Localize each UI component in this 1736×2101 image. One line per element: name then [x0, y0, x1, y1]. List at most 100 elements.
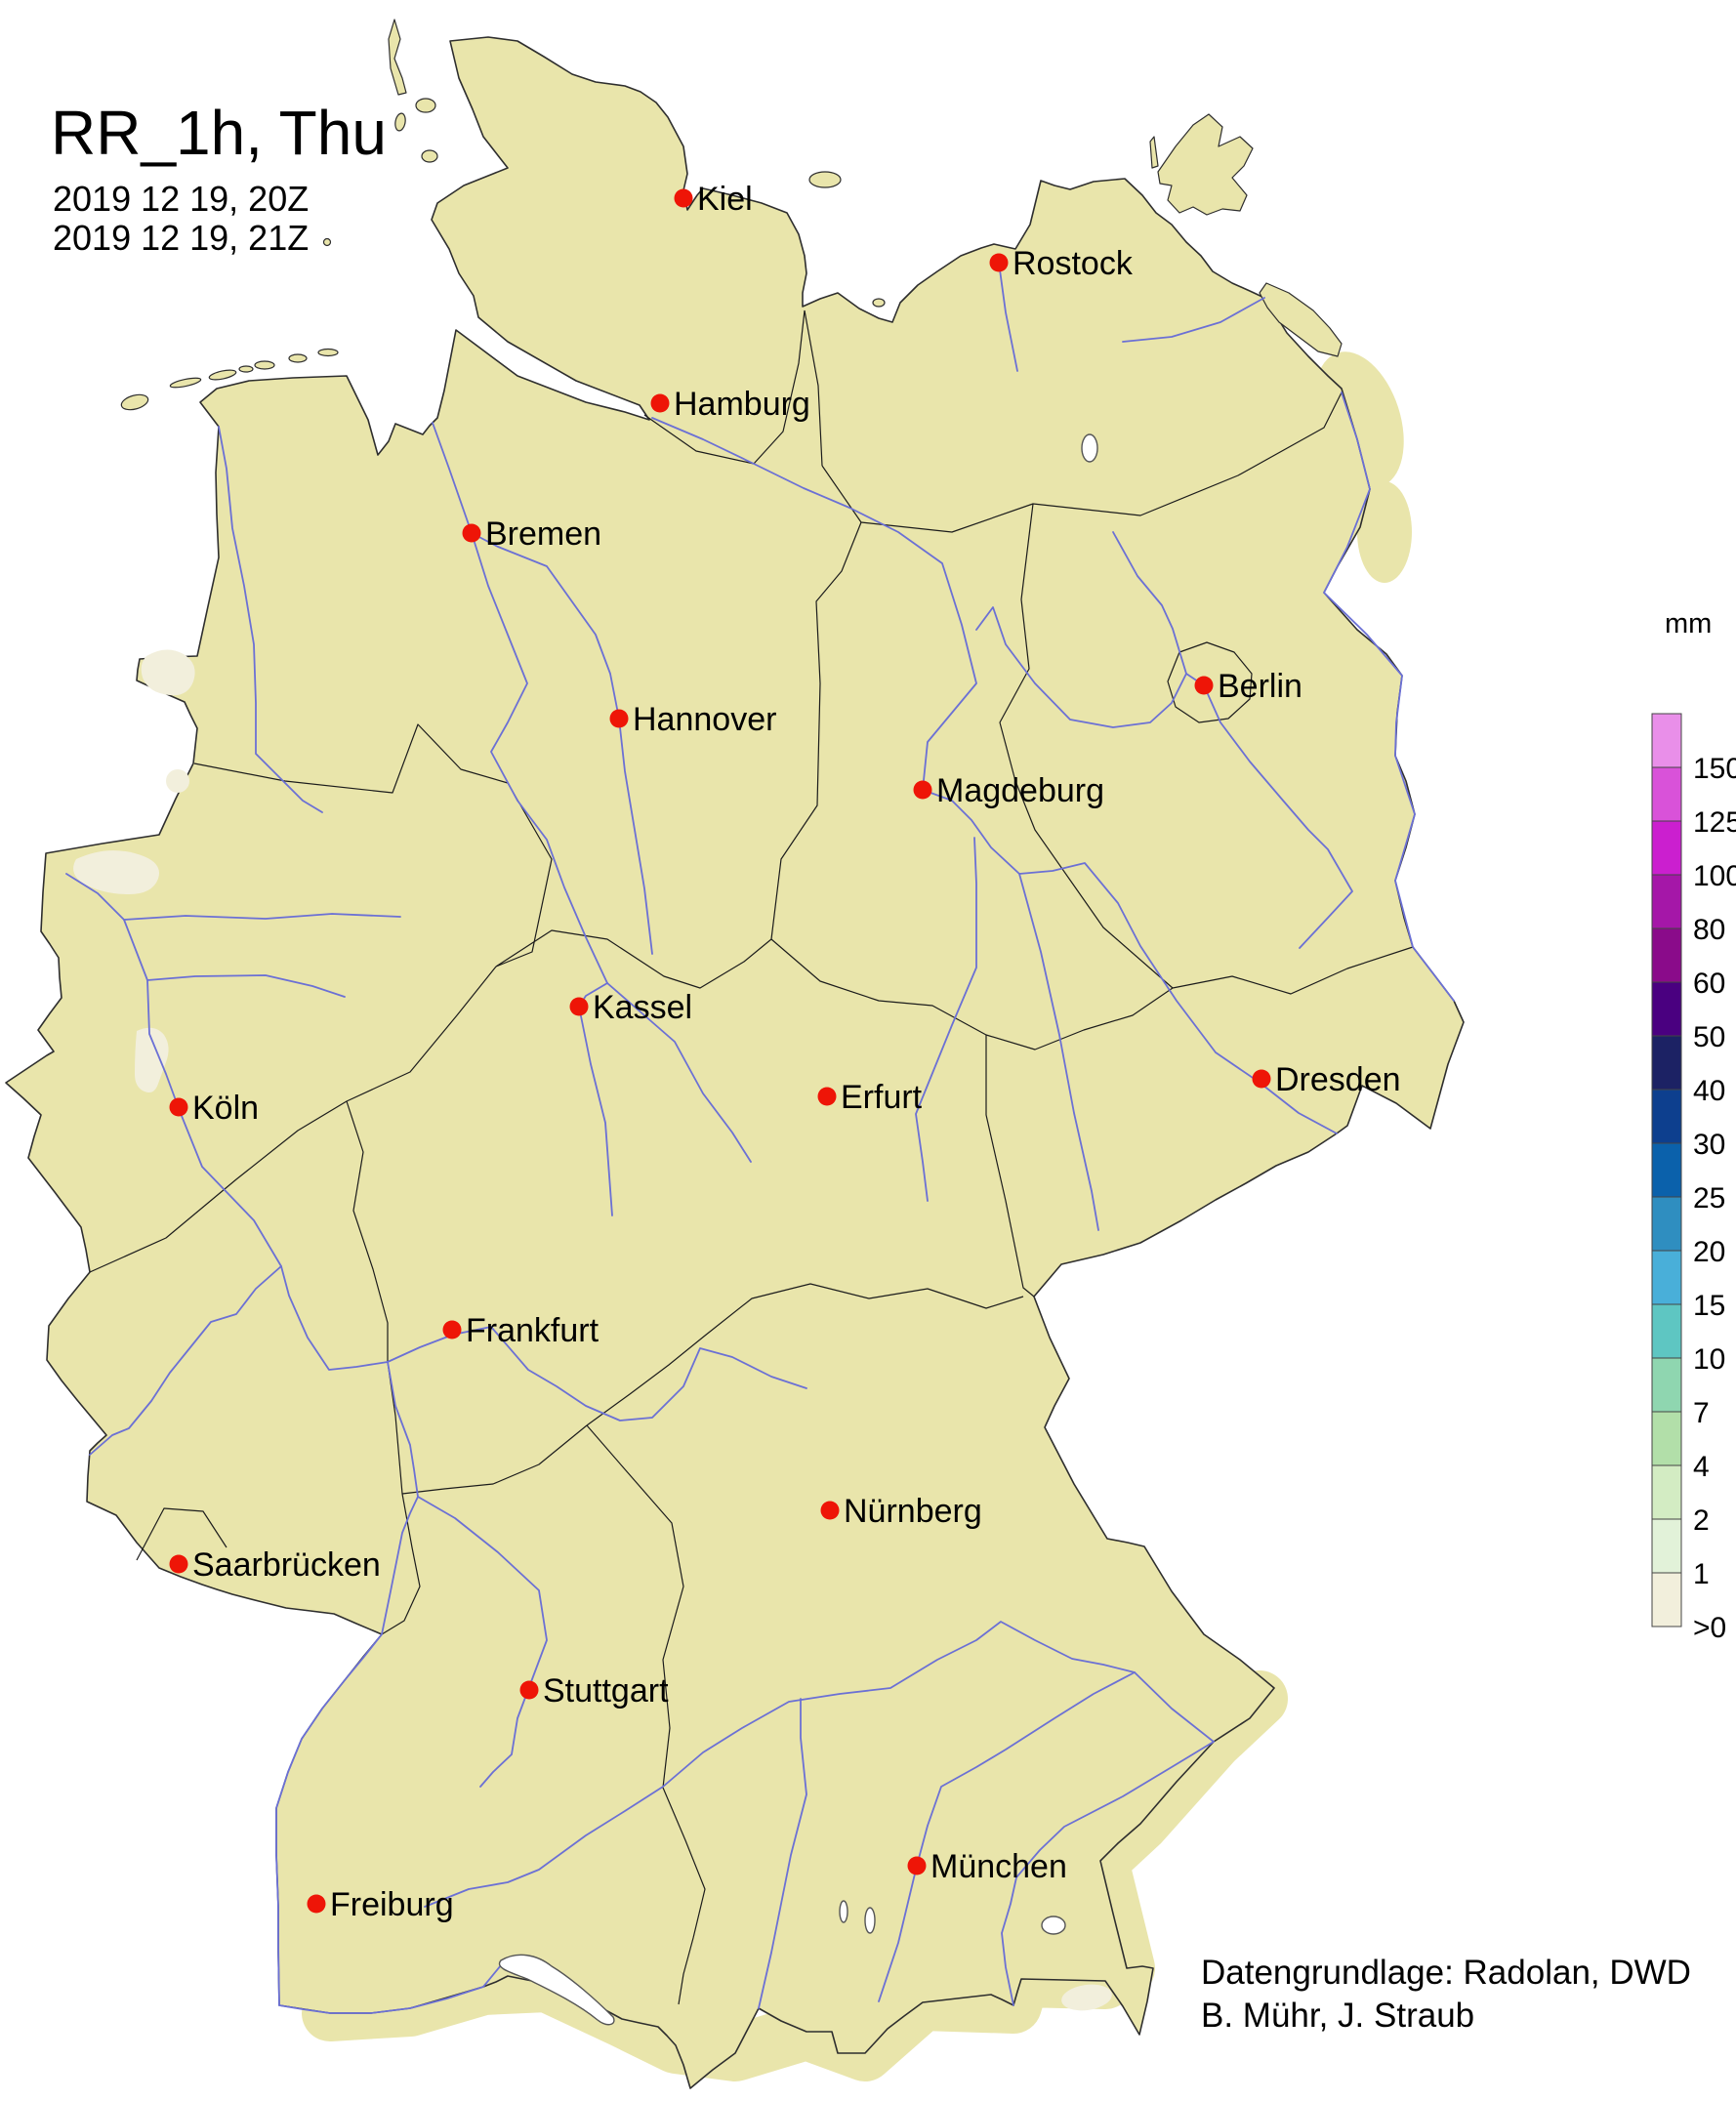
legend-tick-label: 60 [1693, 968, 1725, 1000]
border-mecklenburg-west [804, 309, 823, 467]
city-marker [169, 1554, 188, 1574]
attribution-authors: B. Mühr, J. Straub [1201, 1997, 1474, 2035]
lake-bodensee [498, 1954, 615, 2026]
city-label: München [930, 1848, 1067, 1885]
island-spiekeroog [288, 353, 308, 363]
island-juist [169, 377, 202, 389]
city-marker [442, 1320, 462, 1339]
city-label: Rostock [1013, 245, 1134, 282]
legend-tick-label: 40 [1693, 1075, 1725, 1107]
river-lippe [123, 913, 401, 921]
legend-swatch [1651, 1411, 1682, 1466]
border-schleswig-holstein [643, 309, 806, 465]
lake-chiemsee [1041, 1916, 1066, 1935]
legend-swatch [1651, 1464, 1682, 1520]
legend-tick-label: 125 [1693, 806, 1736, 839]
border-nrw-south [89, 966, 497, 1273]
legend-swatch [1651, 1196, 1682, 1252]
border-mecklenburg-south [821, 391, 1343, 533]
legend-swatch [1651, 713, 1682, 768]
legend-tick-label: 50 [1693, 1021, 1725, 1053]
legend-swatch [1651, 981, 1682, 1037]
attribution-source: Datengrundlage: Radolan, DWD [1201, 1954, 1691, 1992]
city-marker [989, 253, 1009, 272]
river-warnow [998, 262, 1018, 372]
legend-tick-label: 10 [1693, 1343, 1725, 1376]
river-ruhr [146, 974, 346, 998]
rain-patch-emsland [141, 649, 195, 696]
lake-mueritz [1081, 433, 1098, 463]
legend-swatch [1651, 1303, 1682, 1359]
legend-tick-label: 100 [1693, 860, 1736, 892]
spillover-northeast-2 [1357, 481, 1412, 583]
city-marker [1252, 1069, 1271, 1089]
border-brandenburg-west [999, 503, 1174, 989]
island-usedom [1259, 282, 1343, 357]
border-sachsen-anhalt-west [770, 521, 862, 940]
city-marker [907, 1856, 927, 1875]
title-block: RR_1h, Thu 2019 12 19, 20Z 2019 12 19, 2… [51, 98, 387, 258]
city-marker [913, 780, 932, 800]
border-hessen-north [495, 929, 772, 989]
legend-tick-label: 4 [1693, 1451, 1710, 1483]
city-label: Kassel [593, 989, 692, 1026]
cities: Kiel Rostock Hamburg Bremen Berlin Hannover Ma… [169, 181, 1401, 1923]
legend-swatch [1651, 1357, 1682, 1413]
legend-tick-label: 30 [1693, 1129, 1725, 1161]
island-ruegen [1157, 113, 1254, 216]
river-rhein-mittel [65, 873, 389, 1371]
legend-swatch [1651, 1518, 1682, 1574]
legend-swatch [1651, 1035, 1682, 1091]
river-lech [758, 1698, 807, 2009]
legend-tick-label: 15 [1693, 1290, 1725, 1322]
city-marker [820, 1501, 840, 1520]
rivers [65, 262, 1455, 2014]
island-fehmarn [808, 171, 842, 188]
river-donau [424, 1621, 1215, 1908]
river-rhein-ober [275, 1361, 419, 2006]
river-elbe [651, 417, 1338, 1134]
attribution: Datengrundlage: Radolan, DWD B. Mühr, J.… [1201, 1954, 1691, 2035]
legend-unit-label: mm [1665, 608, 1712, 639]
city-marker [519, 1680, 539, 1700]
map-title: RR_1h, Thu [51, 98, 387, 168]
river-saale [915, 837, 977, 1202]
legend-tick-label: 25 [1693, 1182, 1725, 1215]
legend-swatch [1651, 766, 1682, 822]
island-amrum [394, 112, 406, 132]
lake-ammersee [839, 1900, 848, 1923]
legend-swatch [1651, 874, 1682, 929]
border-niedersachsen-nrw [193, 723, 553, 968]
city-marker [650, 393, 670, 413]
city-label: Erfurt [841, 1079, 923, 1116]
city-marker [674, 188, 693, 208]
legend-tick-label: 1 [1693, 1558, 1710, 1590]
rain-patch-bayern-sued [1061, 1984, 1112, 2011]
map-date-end: 2019 12 19, 21Z [53, 218, 309, 258]
river-leine [618, 718, 653, 955]
island-foehr [415, 98, 436, 113]
legend-swatch [1651, 1142, 1682, 1198]
legend-tick-label: 150 [1693, 753, 1736, 785]
legend-swatch [1651, 1250, 1682, 1305]
rain-patches [73, 649, 1112, 2011]
city-marker [462, 523, 481, 543]
island-pellworm [421, 149, 438, 163]
border-saarland [136, 1507, 227, 1561]
city-marker [169, 1097, 188, 1117]
city-label: Stuttgart [543, 1672, 669, 1710]
river-neckar [417, 1496, 548, 1788]
islands [120, 19, 1343, 411]
city-label: Dresden [1275, 1061, 1401, 1098]
legend-swatch [1651, 820, 1682, 876]
island-norderney [208, 369, 237, 381]
city-label: Bremen [485, 515, 601, 553]
island-sylt [388, 19, 407, 96]
river-spree [1185, 673, 1353, 949]
river-werra [606, 982, 752, 1163]
island-langeoog [254, 360, 275, 370]
island-helgoland [322, 237, 332, 247]
legend-tick-label: >0 [1693, 1612, 1726, 1644]
legend-tick-label: 2 [1693, 1504, 1710, 1537]
legend-swatch [1651, 1572, 1682, 1627]
